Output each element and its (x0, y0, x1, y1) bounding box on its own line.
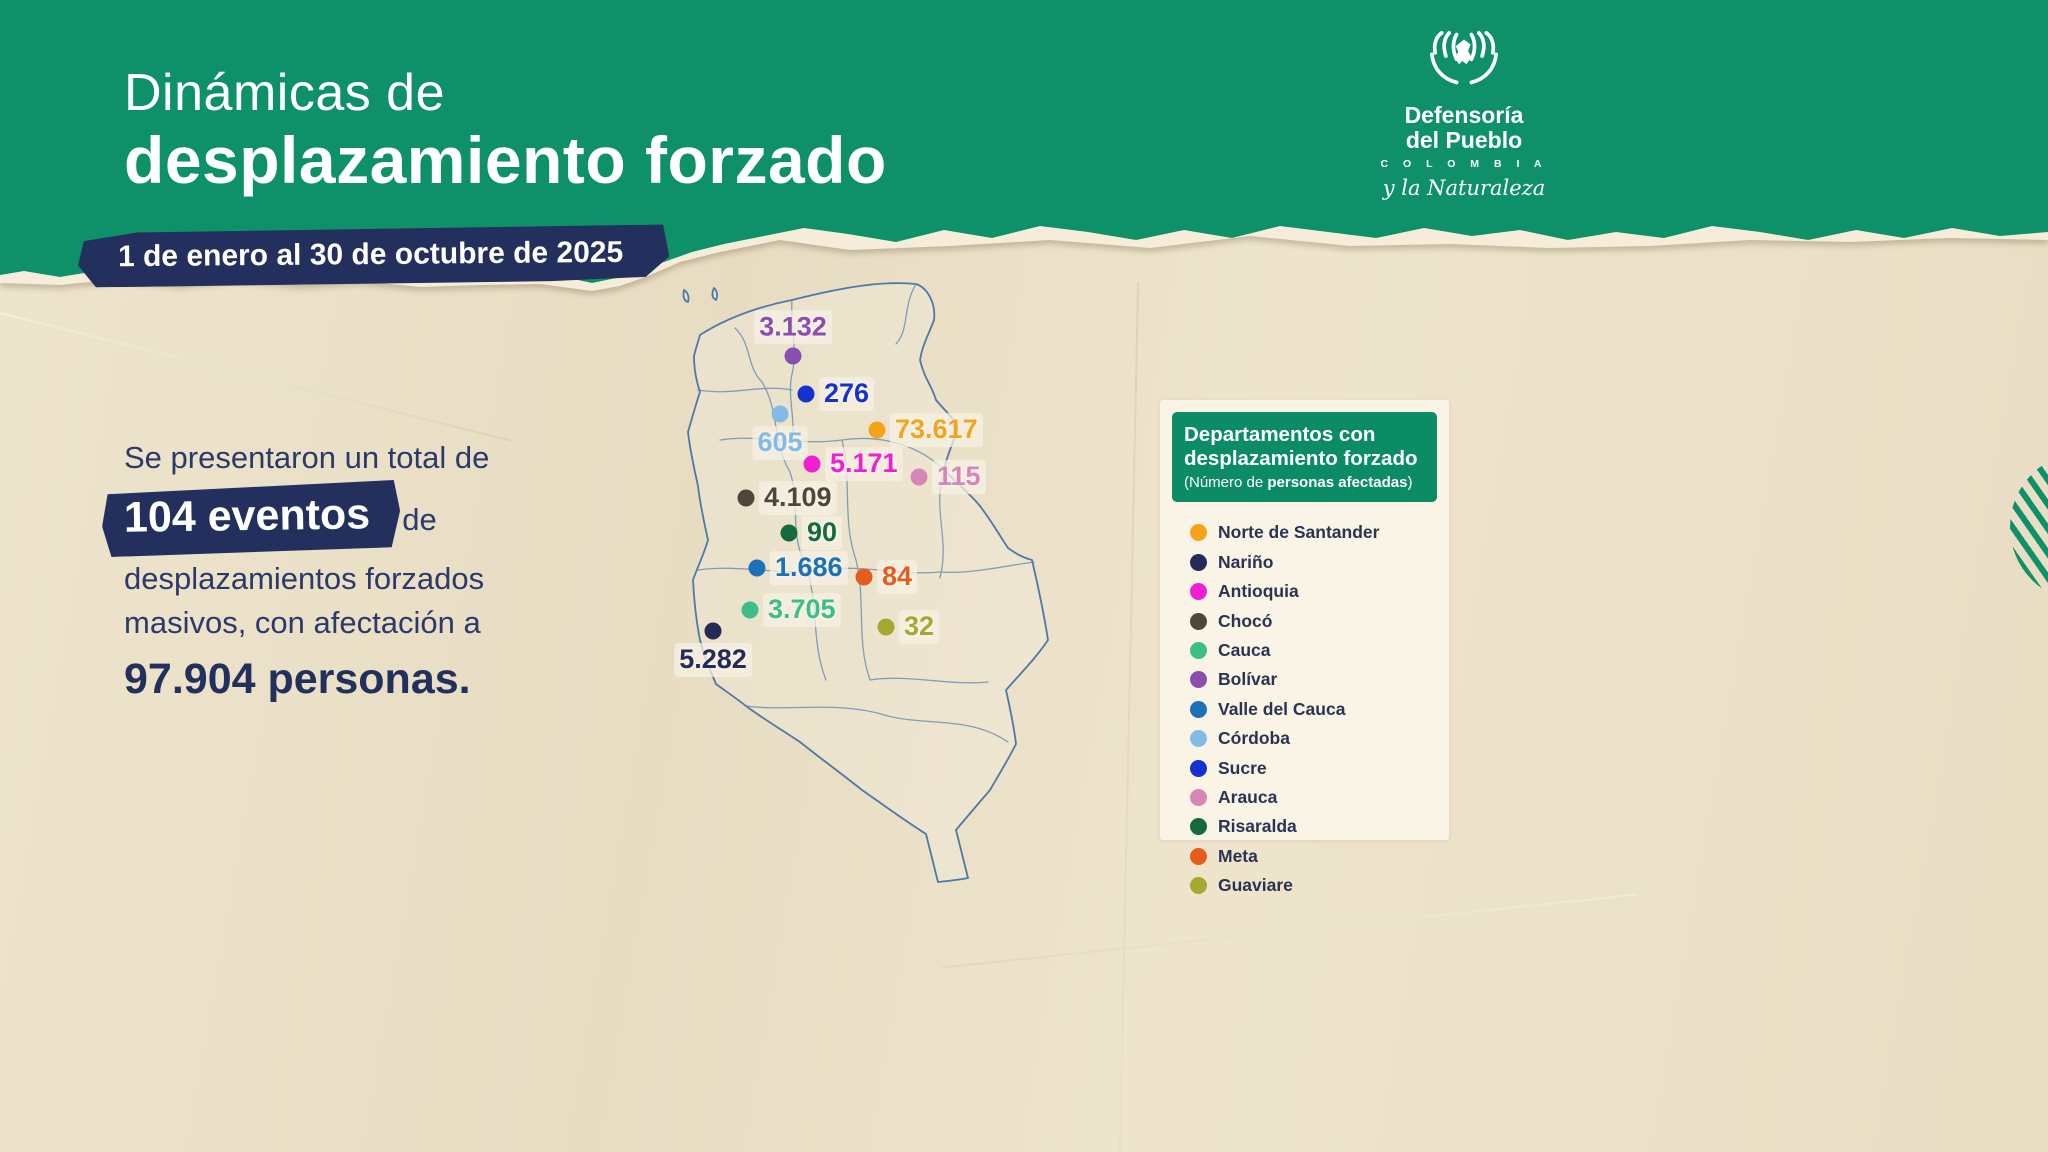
hands-emblem-icon (1429, 31, 1499, 85)
choco-color-dot (1190, 612, 1207, 630)
legend-item-antioquia: Antioquia (1190, 581, 1439, 602)
legend-item-valle-del-cauca: Valle del Cauca (1190, 699, 1439, 720)
legend-label-norte-de-santander: Norte de Santander (1218, 522, 1380, 543)
legend-label-risaralda: Risaralda (1218, 816, 1297, 837)
paper-crease-diagonal (0, 304, 512, 442)
page-title: Dinámicas de desplazamiento forzado (124, 64, 887, 196)
legend-label-guaviare: Guaviare (1218, 875, 1293, 896)
legend-label-meta: Meta (1218, 845, 1258, 866)
legend-item-cauca: Cauca (1190, 640, 1439, 661)
date-range-text: 1 de enero al 30 de octubre de 2025 (117, 235, 624, 274)
antioquia-color-dot (1190, 583, 1207, 601)
legend-header: Departamentos con desplazamiento forzado… (1172, 412, 1437, 503)
header-torn-paper (0, 0, 2048, 291)
striped-circle-decoration (2010, 452, 2048, 602)
legend-label-sucre: Sucre (1218, 757, 1267, 778)
legend-label-narino: Nariño (1218, 551, 1274, 572)
meta-color-dot (1190, 847, 1207, 865)
summary-after-highlight: de (402, 502, 437, 538)
summary-line4: masivos, con afectación a (124, 605, 481, 641)
legend-title-line2: desplazamiento forzado (1184, 447, 1418, 471)
risaralda-color-dot (1190, 818, 1207, 836)
legend-subtitle: (Número de personas afectadas) (1184, 474, 1425, 491)
summary-highlight-line: 104 eventos de (124, 480, 584, 557)
legend-label-arauca: Arauca (1218, 786, 1278, 807)
total-persons: 97.904 personas. (124, 655, 471, 704)
legend-label-cordoba: Córdoba (1218, 728, 1290, 749)
legend-item-sucre: Sucre (1190, 758, 1439, 779)
page-title-line2: desplazamiento forzado (124, 122, 887, 197)
legend-item-cordoba: Córdoba (1190, 728, 1439, 749)
summary-text-block: Se presentaron un total de 104 eventos de… (124, 436, 584, 710)
legend-panel: Departamentos con desplazamiento forzado… (1160, 400, 1449, 895)
cauca-color-dot (1190, 641, 1207, 659)
legend-item-bolivar: Bolívar (1190, 669, 1439, 690)
summary-intro: Se presentaron un total de (124, 440, 490, 475)
legend-subtitle-prefix: (Número de (1184, 474, 1268, 492)
paper-crease-diagonal-2 (941, 893, 1639, 969)
legend-item-narino: Nariño (1190, 552, 1439, 573)
cordoba-color-dot (1190, 730, 1207, 748)
events-highlight-text: 104 eventos (123, 490, 371, 542)
events-highlight: 104 eventos (102, 480, 401, 557)
logo-country: C O L O M B I A (1380, 157, 1548, 170)
legend-title-line1: Departamentos con (1184, 423, 1376, 446)
logo-org-line2: del Pueblo (1405, 126, 1523, 153)
summary-line3: desplazamientos forzados (124, 561, 485, 597)
bolivar-color-dot (1190, 671, 1207, 689)
norte-de-santander-color-dot (1190, 524, 1207, 542)
logo-org-line1: Defensoría (1404, 102, 1524, 128)
logo-tagline: y la Naturaleza (1382, 175, 1546, 200)
legend-item-guaviare: Guaviare (1190, 875, 1439, 896)
legend-label-bolivar: Bolívar (1218, 669, 1278, 690)
defensoria-logo: Defensoría del Pueblo C O L O M B I A y … (1366, 28, 1562, 200)
guaviare-color-dot (1190, 877, 1207, 895)
arauca-color-dot (1190, 788, 1207, 806)
legend-subtitle-bold: personas afectadas (1267, 474, 1408, 492)
paper-crease-vertical (1118, 282, 1140, 1152)
date-range-badge: 1 de enero al 30 de octubre de 2025 (78, 224, 670, 287)
island-shape-2 (711, 287, 719, 301)
legend-label-cauca: Cauca (1218, 639, 1271, 660)
legend-item-risaralda: Risaralda (1190, 816, 1439, 837)
legend-subtitle-suffix: ) (1407, 474, 1413, 492)
mini-colombia-shape (1454, 39, 1472, 65)
legend-label-valle-del-cauca: Valle del Cauca (1218, 698, 1346, 719)
page-title-line1: Dinámicas de (124, 64, 446, 122)
legend-label-antioquia: Antioquia (1218, 581, 1299, 602)
legend-items: Norte de Santander Nariño Antioquia Chocó Ca… (1160, 502, 1449, 896)
valle-del-cauca-color-dot (1190, 700, 1207, 718)
legend-item-norte-de-santander: Norte de Santander (1190, 522, 1439, 543)
colombia-map-outline (682, 282, 1049, 883)
legend-item-choco: Chocó (1190, 611, 1439, 632)
legend-item-meta: Meta (1190, 846, 1439, 867)
legend-item-arauca: Arauca (1190, 787, 1439, 808)
island-shape (682, 289, 690, 303)
legend-label-choco: Chocó (1218, 610, 1273, 631)
sucre-color-dot (1190, 759, 1207, 777)
narino-color-dot (1190, 553, 1207, 571)
